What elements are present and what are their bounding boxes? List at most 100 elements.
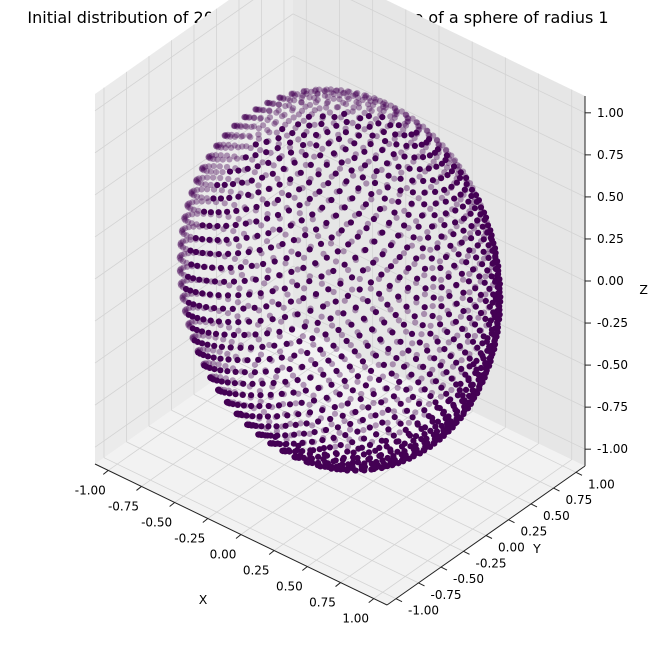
data-point <box>460 215 467 222</box>
data-point <box>273 373 280 380</box>
data-point <box>246 291 253 298</box>
data-point <box>275 107 282 114</box>
data-point <box>234 155 241 162</box>
data-point <box>185 322 192 329</box>
data-point <box>339 456 346 463</box>
data-point <box>246 132 253 139</box>
data-point <box>388 198 396 205</box>
y-tick-mark <box>395 598 403 603</box>
data-point <box>438 284 445 291</box>
data-point <box>290 389 297 396</box>
data-point <box>298 94 305 101</box>
data-point <box>378 399 385 406</box>
data-point <box>492 265 499 273</box>
z-tick-label: 1.00 <box>597 106 624 120</box>
data-point <box>390 453 397 460</box>
data-point <box>351 348 358 355</box>
data-point <box>345 461 352 468</box>
data-point <box>303 90 310 97</box>
x-tick-label: 1.00 <box>342 612 369 626</box>
data-point <box>416 235 423 242</box>
data-point <box>318 120 325 128</box>
data-point <box>377 336 384 343</box>
data-point <box>216 163 223 170</box>
data-point <box>307 447 314 454</box>
data-point <box>184 273 192 280</box>
data-point <box>295 454 302 461</box>
data-point <box>412 409 419 416</box>
data-point <box>388 370 395 377</box>
data-point <box>403 386 410 393</box>
data-point <box>302 161 309 169</box>
data-point <box>252 152 259 159</box>
data-point <box>444 328 451 336</box>
data-point <box>355 352 362 359</box>
data-point <box>264 99 271 106</box>
data-point <box>221 132 228 139</box>
data-point <box>212 152 219 159</box>
data-point <box>205 198 212 205</box>
data-point <box>460 227 467 234</box>
data-point <box>358 390 365 398</box>
data-point <box>188 220 195 227</box>
data-point <box>342 101 350 108</box>
data-point <box>323 104 330 111</box>
data-point <box>474 242 481 249</box>
data-point <box>299 363 306 370</box>
grid-line <box>307 427 506 567</box>
data-point <box>415 223 422 230</box>
data-point <box>322 463 329 470</box>
data-point <box>479 261 486 268</box>
data-point <box>269 316 276 323</box>
data-point <box>255 106 262 113</box>
data-point <box>474 217 481 224</box>
data-point <box>366 105 373 112</box>
data-point <box>201 208 208 215</box>
data-point <box>476 273 483 280</box>
data-point <box>314 319 321 326</box>
data-point <box>178 227 185 234</box>
data-point <box>230 228 237 235</box>
data-point <box>343 178 350 185</box>
data-point <box>412 355 420 363</box>
data-point <box>253 203 260 211</box>
data-point <box>291 194 298 201</box>
data-point <box>395 317 402 324</box>
data-point <box>214 237 221 244</box>
data-point <box>485 242 492 249</box>
data-point <box>494 319 501 326</box>
data-point <box>429 177 436 184</box>
data-point <box>225 250 232 257</box>
data-point <box>314 90 321 97</box>
data-point <box>315 171 322 178</box>
data-point <box>266 99 273 107</box>
data-point <box>365 404 372 411</box>
data-point <box>341 377 348 384</box>
z-tick-label: -1.00 <box>597 442 628 456</box>
data-point <box>368 191 375 198</box>
data-point <box>179 229 186 236</box>
data-point <box>183 306 190 313</box>
data-point <box>275 402 283 409</box>
data-point <box>243 123 250 130</box>
data-point <box>330 342 337 349</box>
data-point <box>411 260 418 268</box>
data-point <box>482 369 489 377</box>
data-point <box>337 280 344 287</box>
data-point <box>243 143 250 150</box>
data-point <box>337 442 344 449</box>
data-point <box>199 174 206 181</box>
data-point <box>373 431 380 438</box>
data-point <box>412 319 419 326</box>
data-point <box>285 192 292 199</box>
data-point <box>354 233 361 240</box>
data-point <box>324 129 331 136</box>
data-point <box>423 139 430 146</box>
data-point <box>421 310 428 318</box>
data-point <box>473 366 480 373</box>
data-point <box>320 371 327 378</box>
data-point <box>412 442 419 449</box>
data-point <box>432 200 439 207</box>
data-point <box>336 429 343 436</box>
data-point <box>237 122 244 129</box>
